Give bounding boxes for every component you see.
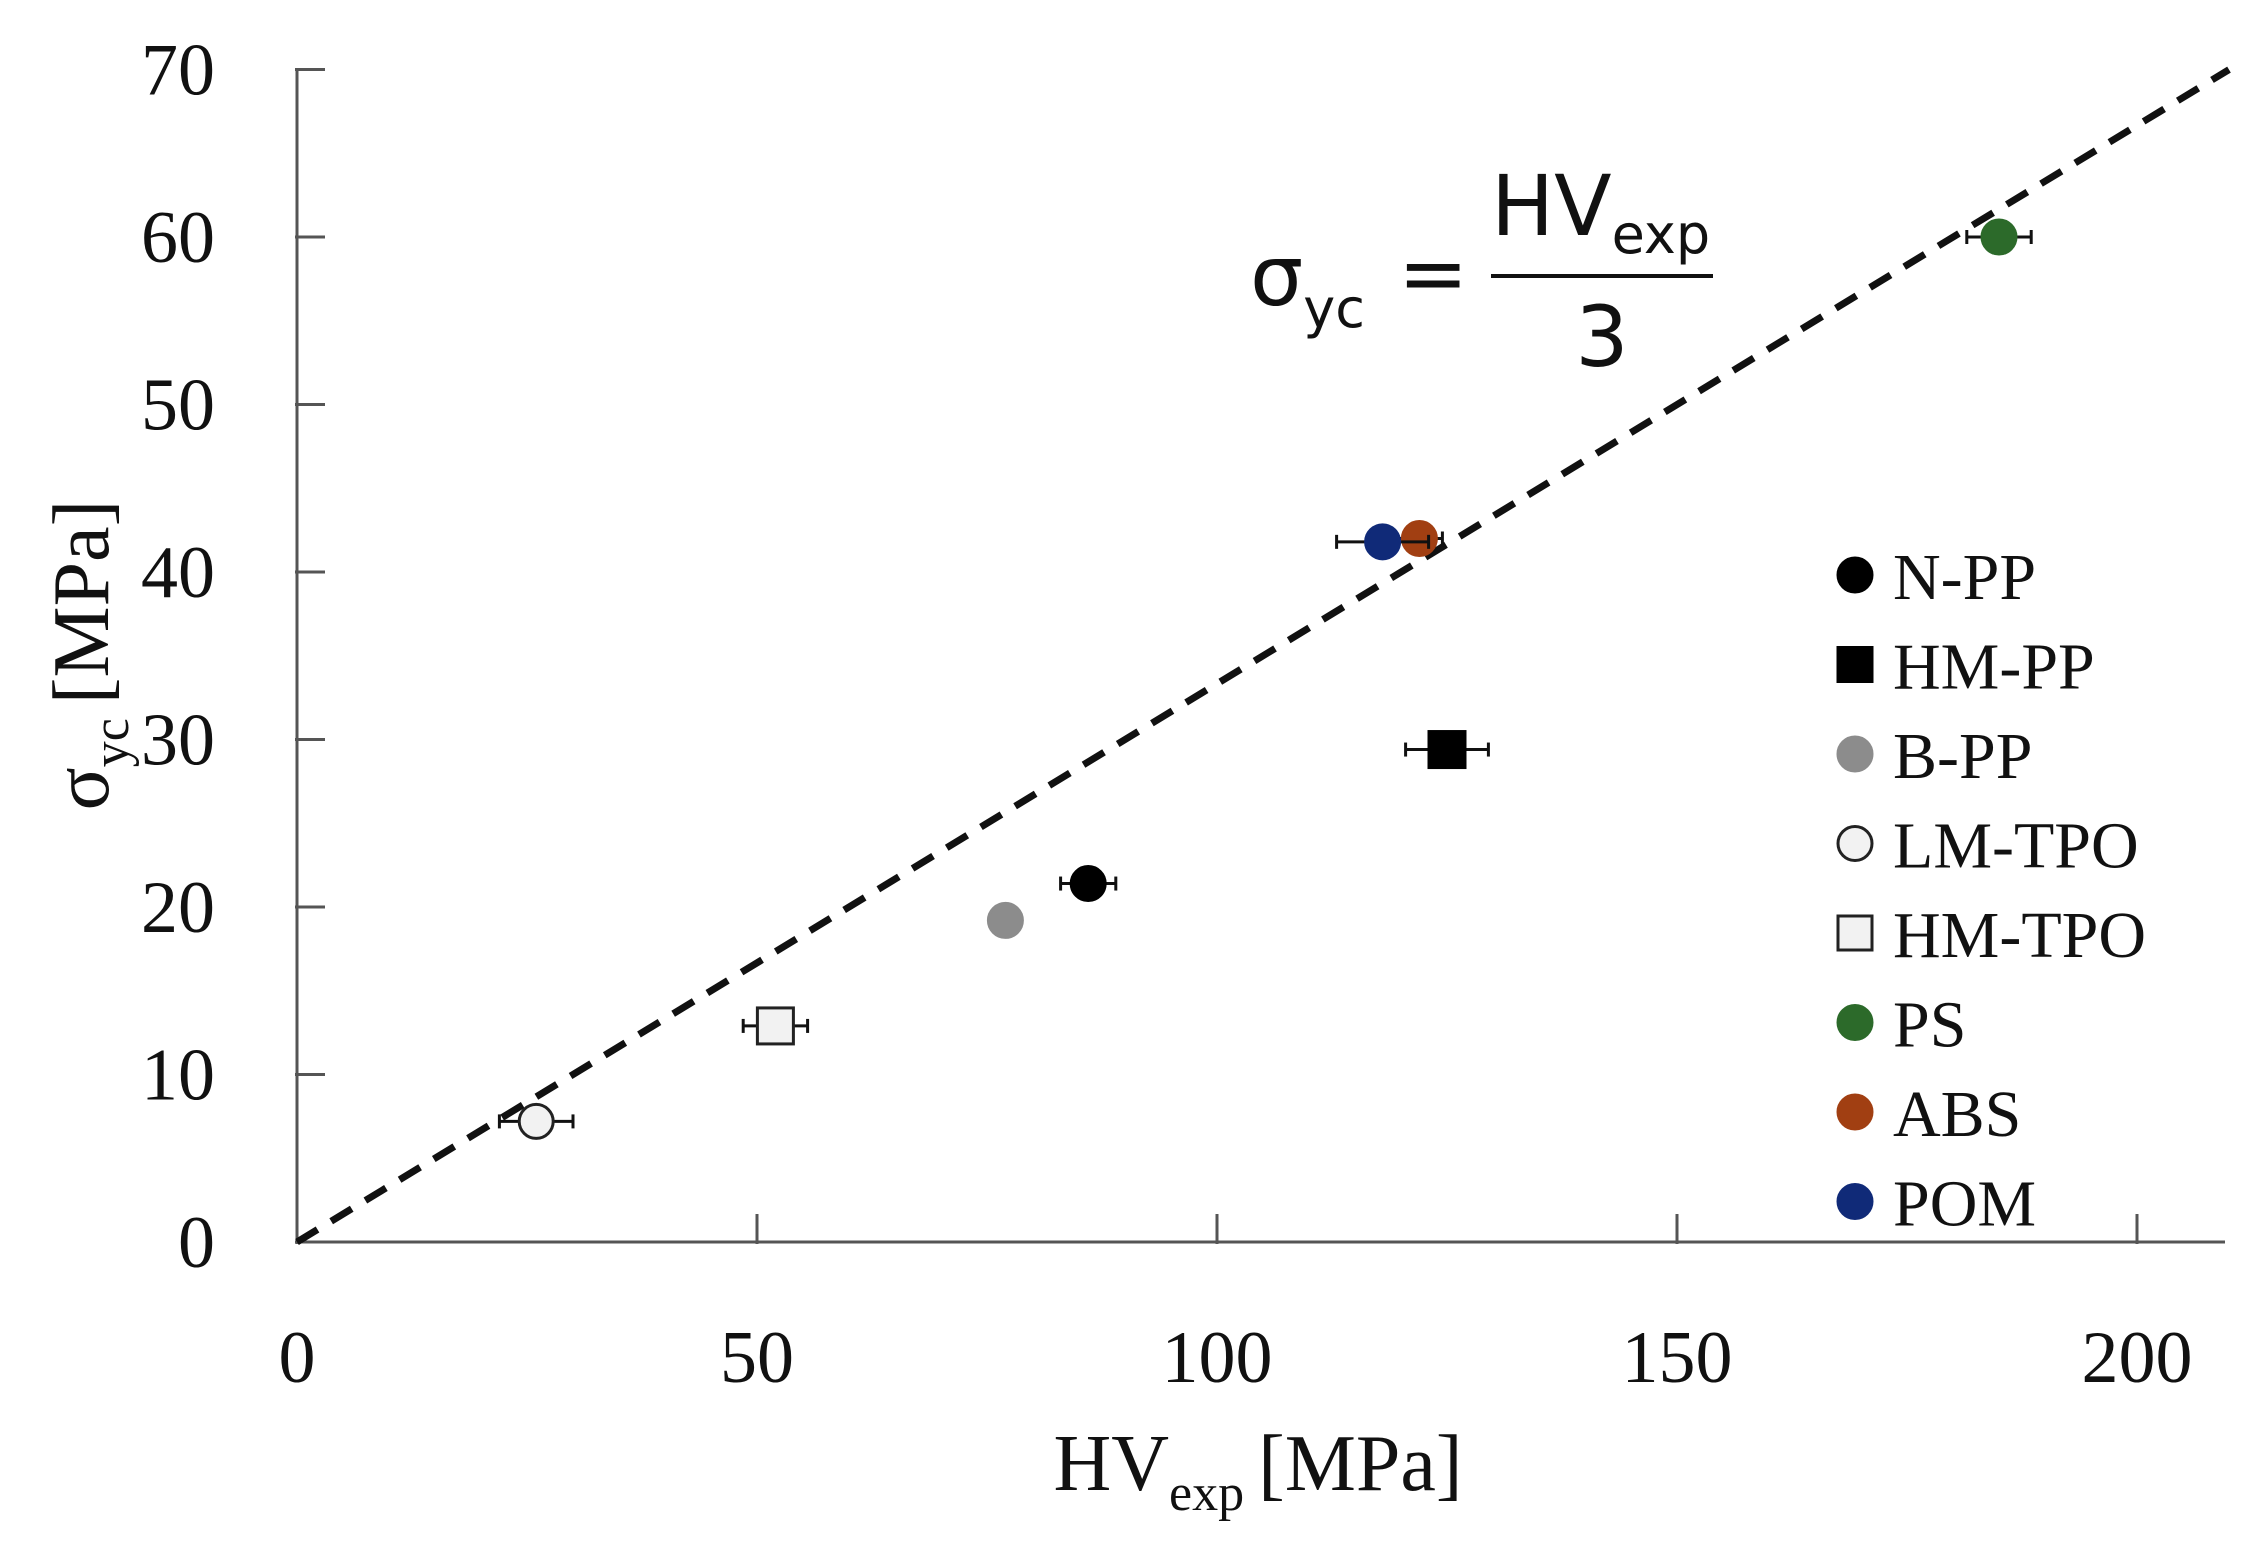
legend-label: N-PP (1893, 541, 2036, 614)
data-point-hm-tpo (755, 1006, 795, 1046)
y-ticks: 0 10 20 30 40 50 60 70 (141, 30, 325, 1284)
data-point-b-pp (986, 901, 1024, 939)
legend-marker (1836, 825, 1874, 862)
data-point-pom (1364, 523, 1402, 561)
legend-marker (1836, 1004, 1874, 1041)
x-tick-label: 0 (279, 1317, 316, 1399)
y-tick-label: 50 (141, 365, 215, 447)
axes: 0 10 20 30 40 50 60 70 0 50 100 150 200 (141, 30, 2225, 1399)
equation-numerator: HVexp (1491, 157, 1710, 266)
y-tick-label: 30 (141, 700, 215, 782)
data-point-n-pp (1069, 865, 1107, 903)
data-point-lm-tpo (517, 1102, 555, 1140)
legend-label: B-PP (1893, 720, 2032, 793)
legend-label: HM-PP (1893, 631, 2095, 704)
equation-denominator: 3 (1575, 288, 1628, 386)
data-points (497, 218, 2033, 1140)
y-tick-label: 70 (141, 30, 215, 112)
x-tick-label: 50 (720, 1317, 794, 1399)
x-axis-title: HVexp [MPa] (1053, 1420, 1462, 1522)
legend-marker (1836, 914, 1874, 952)
legend-marker (1836, 735, 1874, 773)
data-point-ps (1980, 218, 2018, 256)
y-tick-label: 20 (141, 867, 215, 949)
legend: N-PP HM-PP B-PP LM-TPO HM-TPO PS ABS POM (1836, 541, 2146, 1241)
y-tick-label: 0 (178, 1202, 215, 1284)
legend-marker (1836, 556, 1874, 594)
x-tick-label: 100 (1162, 1317, 1273, 1399)
legend-marker (1836, 1093, 1874, 1131)
y-tick-label: 10 (141, 1035, 215, 1117)
equation-lhs: σyc (1250, 227, 1365, 340)
legend-label: POM (1893, 1168, 2036, 1241)
legend-label: ABS (1893, 1078, 2021, 1151)
reference-line-group (295, 66, 2231, 1245)
y-tick-label: 60 (141, 197, 215, 279)
legend-label: PS (1893, 989, 1966, 1062)
legend-label: LM-TPO (1893, 810, 2139, 883)
legend-label: HM-TPO (1893, 899, 2146, 972)
equation-equals: = (1398, 224, 1468, 322)
legend-marker (1836, 1183, 1874, 1220)
x-tick-label: 150 (1622, 1317, 1733, 1399)
x-ticks: 0 50 100 150 200 (279, 1214, 2193, 1399)
y-tick-label: 40 (141, 532, 215, 614)
y-axis-title: σyc[MPa] (38, 500, 140, 811)
data-point-hm-pp (1427, 730, 1467, 770)
x-tick-label: 200 (2082, 1317, 2193, 1399)
reference-line (295, 66, 2231, 1245)
equation-annotation: σyc = HVexp 3 (1250, 157, 1713, 386)
legend-marker (1836, 646, 1874, 683)
data-point-abs (1400, 520, 1438, 557)
